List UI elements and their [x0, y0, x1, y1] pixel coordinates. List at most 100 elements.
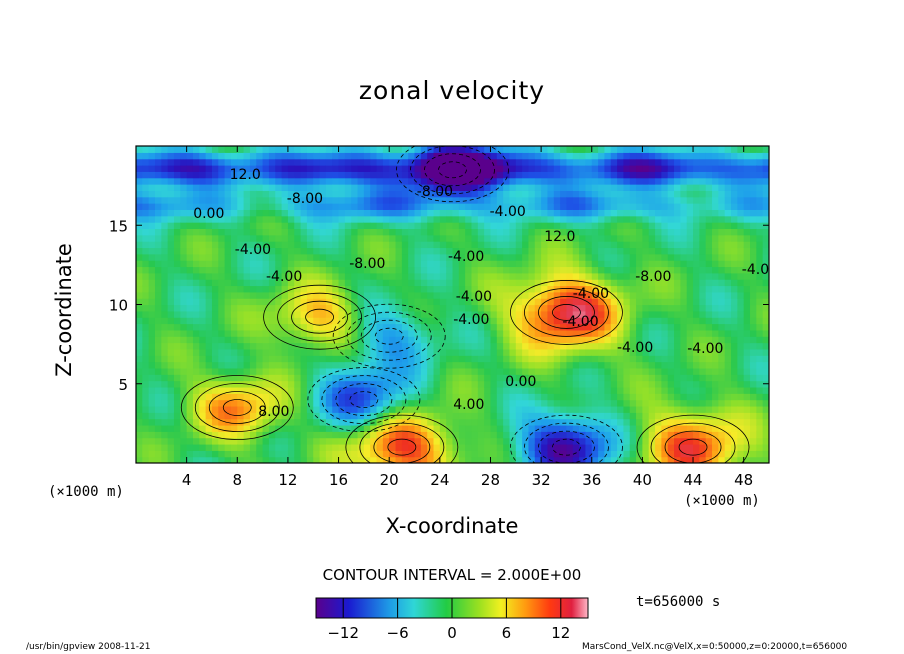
field-cell: [452, 336, 460, 344]
field-cell: [712, 323, 719, 331]
field-cell: [705, 253, 713, 261]
field-cell: [731, 165, 738, 172]
field-cell: [376, 323, 384, 331]
field-cell: [148, 177, 156, 185]
field-cell: [509, 399, 517, 407]
field-cell: [458, 247, 466, 255]
field-cell: [553, 336, 561, 344]
field-cell: [579, 260, 587, 268]
field-cell: [553, 374, 561, 382]
field-cell: [218, 437, 226, 445]
field-cell: [363, 272, 371, 280]
field-cell: [509, 380, 517, 388]
field-cell: [439, 260, 447, 268]
field-cell: [420, 405, 428, 413]
field-cell: [357, 209, 365, 217]
field-cell: [579, 443, 587, 451]
field-cell: [465, 291, 473, 299]
field-cell: [458, 380, 466, 388]
field-cell: [268, 285, 276, 293]
field-cell: [338, 355, 346, 363]
field-cell: [142, 342, 150, 350]
field-cell: [256, 399, 264, 407]
field-cell: [610, 342, 618, 350]
field-cell: [136, 215, 143, 223]
field-cell: [686, 323, 694, 331]
field-cell: [452, 196, 460, 204]
field-cell: [762, 253, 769, 261]
field-cell: [762, 456, 769, 463]
field-cell: [408, 367, 416, 375]
field-cell: [154, 443, 162, 451]
field-cell: [180, 412, 188, 420]
field-cell: [566, 291, 574, 299]
field-cell: [636, 234, 643, 242]
field-cell: [731, 177, 738, 185]
field-cell: [186, 380, 194, 388]
field-cell: [579, 222, 587, 230]
field-cell: [705, 367, 713, 375]
field-cell: [136, 203, 143, 210]
field-cell: [408, 285, 416, 293]
field-cell: [541, 291, 549, 299]
field-cell: [477, 272, 485, 280]
field-cell: [617, 279, 625, 287]
field-cell: [604, 291, 612, 299]
field-cell: [522, 329, 530, 337]
field-cell: [490, 443, 498, 451]
field-cell: [154, 405, 162, 413]
field-cell: [553, 323, 561, 331]
field-cell: [192, 158, 200, 166]
field-cell: [287, 253, 295, 261]
field-cell: [693, 374, 700, 382]
field-cell: [623, 203, 631, 210]
field-cell: [306, 317, 314, 325]
field-cell: [636, 355, 643, 363]
field-cell: [560, 253, 568, 261]
field-cell: [712, 190, 719, 198]
field-cell: [218, 228, 226, 236]
field-cell: [667, 310, 675, 318]
field-cell: [471, 424, 479, 432]
field-cell: [230, 190, 238, 198]
field-cell: [566, 317, 574, 325]
field-cell: [142, 190, 150, 198]
field-cell: [617, 399, 625, 407]
field-cell: [484, 443, 492, 451]
field-cell: [401, 165, 409, 172]
field-cell: [541, 437, 549, 445]
field-cell: [363, 310, 371, 318]
field-cell: [332, 234, 340, 242]
field-cell: [249, 298, 257, 306]
field-cell: [642, 152, 650, 160]
field-cell: [243, 342, 251, 350]
field-cell: [224, 272, 232, 280]
field-cell: [136, 443, 143, 451]
field-cell: [294, 184, 302, 191]
field-cell: [661, 228, 669, 236]
field-cell: [591, 424, 599, 432]
field-cell: [642, 247, 650, 255]
field-cell: [648, 171, 656, 179]
field-cell: [401, 336, 409, 344]
field-cell: [281, 272, 289, 280]
field-cell: [370, 253, 378, 261]
field-cell: [585, 241, 593, 249]
field-cell: [332, 367, 340, 375]
field-cell: [743, 361, 751, 369]
field-cell: [762, 247, 769, 255]
field-cell: [414, 367, 422, 375]
field-cell: [294, 298, 302, 306]
field-cell: [275, 437, 283, 445]
field-cell: [211, 367, 219, 375]
field-cell: [598, 272, 606, 280]
field-cell: [268, 336, 276, 344]
field-cell: [598, 323, 606, 331]
field-cell: [686, 431, 694, 439]
field-cell: [389, 253, 397, 261]
field-cell: [591, 285, 599, 293]
field-cell: [699, 443, 707, 451]
field-cell: [148, 209, 156, 217]
field-cell: [173, 380, 181, 388]
field-cell: [344, 260, 352, 268]
